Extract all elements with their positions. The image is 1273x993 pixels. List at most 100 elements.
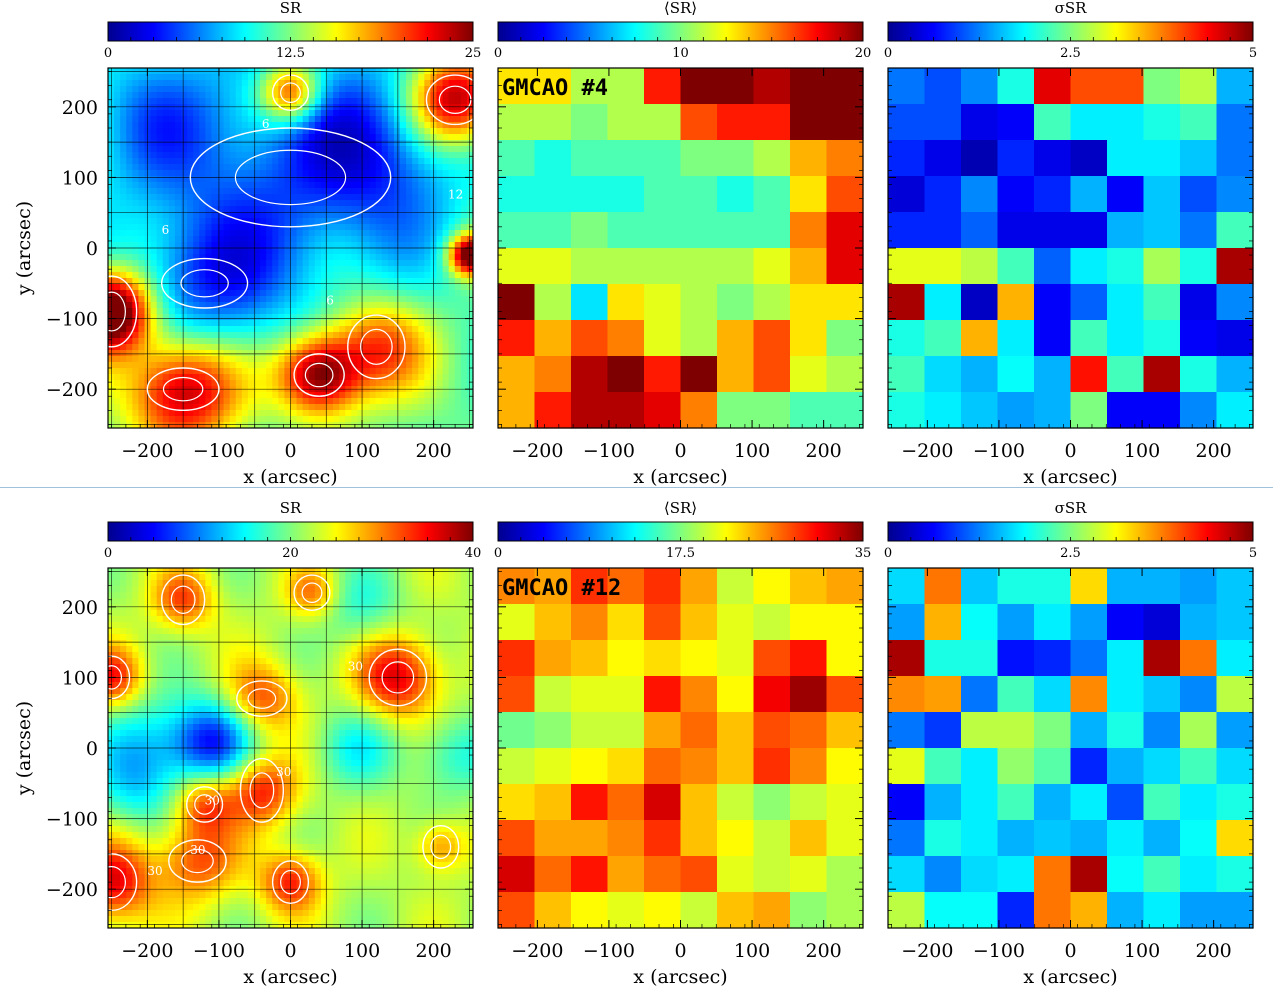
heatmap-cell: [126, 314, 133, 321]
heatmap-cell: [284, 188, 291, 195]
heatmap-cell: [181, 314, 188, 321]
heatmap-cell: [241, 242, 249, 249]
heatmap-cell: [320, 230, 328, 237]
heatmap-cell: [375, 314, 383, 321]
heatmap-cell: [466, 134, 474, 141]
heatmap-cell: [193, 410, 200, 417]
heatmap-cell: [272, 164, 279, 171]
heatmap-cell: [308, 218, 316, 225]
heatmap-cell: [254, 206, 261, 213]
heatmap-cell: [144, 356, 152, 363]
heatmap-cell: [320, 116, 328, 123]
heatmap-cell: [168, 248, 176, 255]
heatmap-cell: [114, 362, 121, 369]
heatmap-cell: [320, 380, 328, 387]
heatmap-cell: [607, 356, 645, 393]
heatmap-cell: [424, 278, 431, 285]
heatmap-cell: [381, 218, 389, 225]
heatmap-cell: [442, 230, 450, 237]
heatmap-cell: [442, 574, 450, 581]
heatmap-cell: [375, 182, 383, 189]
heatmap-cell: [339, 176, 346, 183]
heatmap-cell: [351, 104, 358, 111]
heatmap-cell: [199, 74, 206, 81]
heatmap-cell: [308, 338, 316, 345]
heatmap-cell: [717, 68, 755, 105]
heatmap-cell: [442, 326, 450, 333]
heatmap-cell: [223, 314, 231, 321]
heatmap-cell: [290, 410, 298, 417]
heatmap-cell: [381, 272, 389, 279]
heatmap-cell: [126, 290, 133, 297]
heatmap-cell: [460, 182, 468, 189]
heatmap-cell: [260, 164, 267, 171]
heatmap-cell: [400, 104, 407, 111]
heatmap-cell: [351, 290, 358, 297]
heatmap-cell: [296, 128, 304, 135]
heatmap-cell: [187, 182, 194, 189]
heatmap-cell: [205, 128, 212, 135]
heatmap-cell: [193, 176, 200, 183]
heatmap-cell: [290, 326, 298, 333]
heatmap-cell: [327, 320, 334, 327]
heatmap-cell: [406, 586, 413, 593]
heatmap-cell: [241, 212, 249, 219]
heatmap-cell: [327, 580, 334, 587]
heatmap-cell: [290, 610, 298, 617]
colorbar-tick-label: 2.5: [1060, 46, 1081, 61]
heatmap-cell: [126, 416, 133, 423]
heatmap-cell: [314, 326, 322, 333]
heatmap-cell: [174, 362, 182, 369]
heatmap-cell: [187, 410, 194, 417]
heatmap-cell: [254, 146, 261, 153]
heatmap-cell: [241, 146, 249, 153]
heatmap-cell: [327, 610, 334, 617]
heatmap-cell: [369, 200, 377, 207]
heatmap-cell: [442, 422, 450, 429]
heatmap-cell: [193, 344, 200, 351]
heatmap-cell: [144, 248, 152, 255]
heatmap-cell: [369, 296, 377, 303]
heatmap-cell: [272, 176, 279, 183]
heatmap-cell: [418, 98, 425, 105]
heatmap-cell: [205, 266, 212, 273]
heatmap-cell: [436, 290, 444, 297]
heatmap-cell: [114, 230, 121, 237]
heatmap-cell: [393, 134, 401, 141]
heatmap-cell: [363, 308, 371, 315]
heatmap-cell: [284, 278, 291, 285]
heatmap-cell: [260, 260, 267, 267]
heatmap-cell: [296, 320, 304, 327]
heatmap-cell: [302, 422, 310, 429]
heatmap-cell: [418, 140, 425, 147]
heatmap-cell: [114, 104, 121, 111]
heatmap-cell: [126, 598, 133, 605]
heatmap-cell: [345, 200, 352, 207]
heatmap-cell: [168, 580, 176, 587]
heatmap-cell: [571, 248, 609, 285]
heatmap-cell: [454, 146, 462, 153]
heatmap-cell: [375, 610, 383, 617]
heatmap-cell: [387, 314, 395, 321]
heatmap-cell: [424, 224, 431, 231]
heatmap-cell: [418, 380, 425, 387]
heatmap-cell: [241, 338, 249, 345]
heatmap-cell: [150, 622, 158, 629]
heatmap-cell: [375, 350, 383, 357]
heatmap-cell: [229, 350, 237, 357]
heatmap-cell: [199, 122, 206, 129]
heatmap-cell: [888, 212, 926, 249]
heatmap-cell: [351, 380, 358, 387]
heatmap-cell: [1216, 104, 1254, 141]
heatmap-cell: [357, 254, 364, 261]
heatmap-cell: [320, 338, 328, 345]
heatmap-cell: [217, 242, 225, 249]
heatmap-cell: [199, 320, 206, 327]
heatmap-cell: [466, 170, 474, 177]
heatmap-cell: [534, 176, 572, 213]
heatmap-cell: [345, 80, 352, 87]
heatmap-cell: [375, 344, 383, 351]
heatmap-cell: [211, 308, 218, 315]
heatmap-cell: [644, 392, 682, 429]
heatmap-cell: [290, 308, 298, 315]
